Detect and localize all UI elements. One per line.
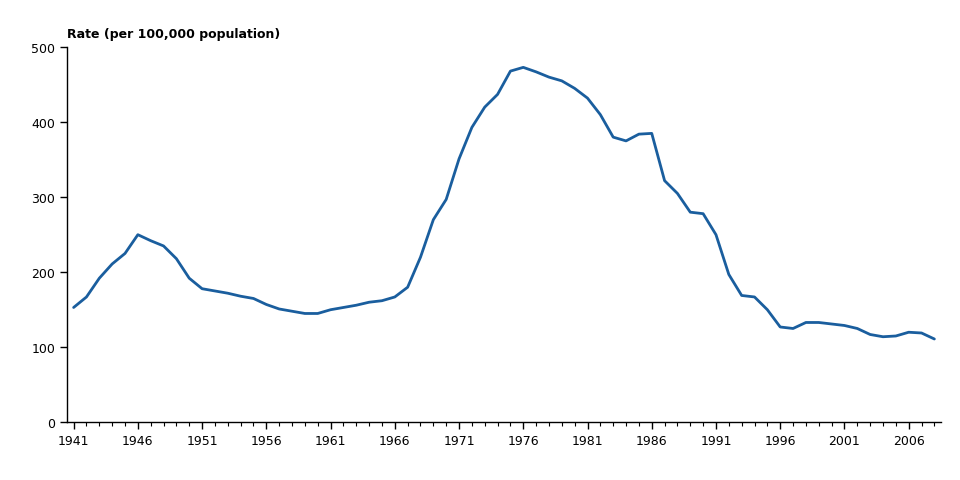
- Text: Rate (per 100,000 population): Rate (per 100,000 population): [67, 27, 280, 40]
